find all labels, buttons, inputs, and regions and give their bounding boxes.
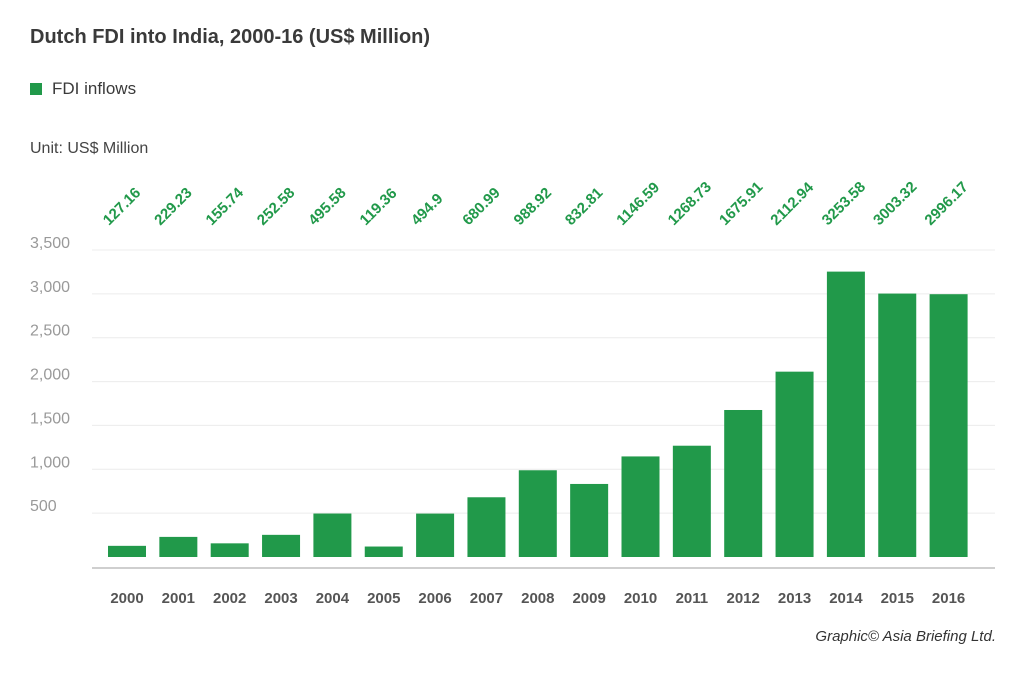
y-tick-label: 1,000: [30, 454, 70, 471]
legend-label: FDI inflows: [52, 79, 137, 98]
data-label: 1146.59: [613, 179, 663, 229]
x-tick-label: 2011: [676, 590, 709, 607]
data-label: 3003.32: [870, 178, 920, 228]
data-label: 832.81: [562, 184, 606, 228]
bar: [570, 483, 609, 557]
x-tick-label: 2013: [778, 590, 811, 607]
bar: [518, 470, 557, 557]
bar: [159, 536, 198, 557]
bar: [826, 271, 865, 557]
x-tick-label: 2010: [624, 590, 657, 607]
y-tick-label: 2,500: [30, 323, 70, 340]
x-tick-label: 2009: [572, 590, 605, 607]
x-tick-label: 2008: [521, 590, 554, 607]
y-tick-label: 2,000: [30, 367, 70, 384]
x-tick-label: 2000: [110, 590, 143, 607]
chart-title: Dutch FDI into India, 2000-16 (US$ Milli…: [30, 26, 431, 48]
data-label: 229.23: [151, 184, 195, 228]
data-label: 2112.94: [767, 179, 817, 229]
bar: [929, 294, 968, 557]
y-tick-label: 3,500: [30, 235, 70, 252]
bar: [724, 409, 763, 557]
legend: FDI inflows: [30, 79, 136, 99]
x-tick-label: 2007: [470, 590, 503, 607]
x-tick-label: 2005: [367, 590, 400, 607]
data-label: 2996.17: [921, 178, 971, 228]
x-tick-label: 2001: [162, 590, 195, 607]
data-label: 252.58: [254, 184, 298, 228]
y-tick-label: 500: [30, 498, 57, 515]
x-tick-label: 2003: [264, 590, 297, 607]
y-tick-label: 3,000: [30, 279, 70, 296]
credit-text: Graphic© Asia Briefing Ltd.: [815, 628, 996, 645]
bar: [672, 445, 711, 557]
bar: [313, 513, 352, 557]
x-tick-label: 2015: [881, 590, 914, 607]
data-label: 119.36: [357, 185, 401, 229]
x-tick-label: 2012: [727, 590, 760, 607]
data-label: 155.74: [203, 184, 248, 229]
data-label: 494.9: [408, 190, 447, 229]
bar: [775, 371, 814, 557]
data-label: 495.58: [305, 184, 349, 228]
bar: [210, 543, 249, 557]
unit-label: Unit: US$ Million: [30, 140, 149, 157]
x-tick-label: 2006: [418, 590, 451, 607]
bar: [364, 546, 403, 557]
data-label: 127.16: [100, 184, 144, 228]
y-tick-label: 1,500: [30, 410, 70, 427]
data-label: 680.99: [459, 184, 503, 228]
bar: [621, 456, 660, 557]
data-label: 3253.58: [819, 178, 869, 228]
x-tick-label: 2014: [829, 590, 863, 607]
bar: [467, 497, 506, 557]
bar: [878, 293, 917, 557]
data-label: 988.92: [511, 184, 555, 228]
bar: [416, 513, 455, 557]
bar: [262, 534, 301, 557]
x-tick-label: 2002: [213, 590, 246, 607]
data-label: 1268.73: [665, 178, 715, 228]
data-label: 1675.91: [716, 178, 766, 228]
bar: [108, 545, 146, 557]
x-tick-label: 2016: [932, 590, 965, 607]
x-tick-label: 2004: [316, 590, 350, 607]
legend-swatch: [30, 83, 42, 95]
